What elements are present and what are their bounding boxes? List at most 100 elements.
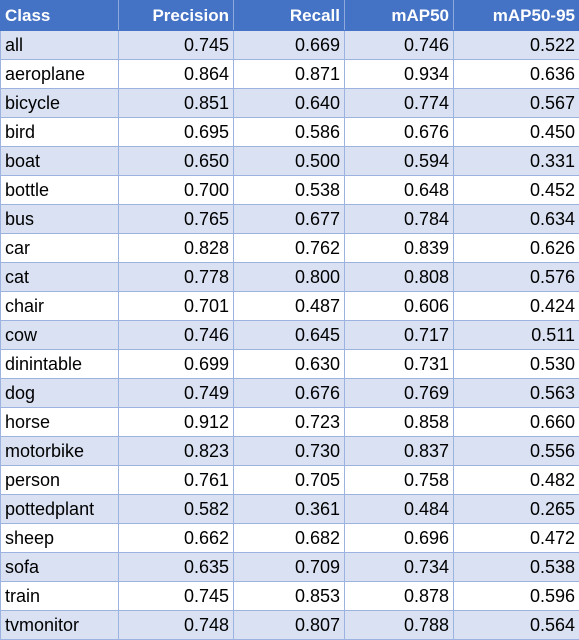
- map50-cell[interactable]: 0.594: [345, 147, 454, 176]
- class-cell[interactable]: person: [1, 466, 119, 495]
- recall-cell[interactable]: 0.676: [234, 379, 345, 408]
- map50-95-cell[interactable]: 0.636: [454, 60, 579, 89]
- precision-cell[interactable]: 0.662: [119, 524, 234, 553]
- recall-cell[interactable]: 0.800: [234, 263, 345, 292]
- map50-95-cell[interactable]: 0.452: [454, 176, 579, 205]
- map50-95-cell[interactable]: 0.265: [454, 495, 579, 524]
- map50-cell[interactable]: 0.837: [345, 437, 454, 466]
- map50-cell[interactable]: 0.769: [345, 379, 454, 408]
- class-cell[interactable]: chair: [1, 292, 119, 321]
- map50-95-cell[interactable]: 0.564: [454, 611, 579, 640]
- class-cell[interactable]: train: [1, 582, 119, 611]
- map50-cell[interactable]: 0.878: [345, 582, 454, 611]
- precision-cell[interactable]: 0.864: [119, 60, 234, 89]
- class-cell[interactable]: bus: [1, 205, 119, 234]
- precision-cell[interactable]: 0.746: [119, 321, 234, 350]
- map50-95-cell[interactable]: 0.567: [454, 89, 579, 118]
- class-cell[interactable]: bicycle: [1, 89, 119, 118]
- class-cell[interactable]: dinintable: [1, 350, 119, 379]
- precision-cell[interactable]: 0.745: [119, 582, 234, 611]
- precision-cell[interactable]: 0.828: [119, 234, 234, 263]
- recall-cell[interactable]: 0.762: [234, 234, 345, 263]
- recall-cell[interactable]: 0.669: [234, 31, 345, 60]
- class-cell[interactable]: sofa: [1, 553, 119, 582]
- recall-cell[interactable]: 0.500: [234, 147, 345, 176]
- map50-cell[interactable]: 0.696: [345, 524, 454, 553]
- precision-cell[interactable]: 0.823: [119, 437, 234, 466]
- header-map50[interactable]: mAP50: [345, 1, 454, 31]
- header-class[interactable]: Class: [1, 1, 119, 31]
- precision-cell[interactable]: 0.650: [119, 147, 234, 176]
- class-cell[interactable]: pottedplant: [1, 495, 119, 524]
- class-cell[interactable]: dog: [1, 379, 119, 408]
- map50-cell[interactable]: 0.717: [345, 321, 454, 350]
- map50-cell[interactable]: 0.934: [345, 60, 454, 89]
- precision-cell[interactable]: 0.582: [119, 495, 234, 524]
- recall-cell[interactable]: 0.487: [234, 292, 345, 321]
- map50-95-cell[interactable]: 0.538: [454, 553, 579, 582]
- map50-cell[interactable]: 0.839: [345, 234, 454, 263]
- class-cell[interactable]: bird: [1, 118, 119, 147]
- class-cell[interactable]: sheep: [1, 524, 119, 553]
- precision-cell[interactable]: 0.701: [119, 292, 234, 321]
- map50-cell[interactable]: 0.746: [345, 31, 454, 60]
- recall-cell[interactable]: 0.677: [234, 205, 345, 234]
- class-cell[interactable]: boat: [1, 147, 119, 176]
- map50-cell[interactable]: 0.774: [345, 89, 454, 118]
- precision-cell[interactable]: 0.699: [119, 350, 234, 379]
- precision-cell[interactable]: 0.695: [119, 118, 234, 147]
- map50-95-cell[interactable]: 0.563: [454, 379, 579, 408]
- recall-cell[interactable]: 0.586: [234, 118, 345, 147]
- class-cell[interactable]: bottle: [1, 176, 119, 205]
- class-cell[interactable]: cat: [1, 263, 119, 292]
- map50-95-cell[interactable]: 0.424: [454, 292, 579, 321]
- map50-95-cell[interactable]: 0.472: [454, 524, 579, 553]
- map50-cell[interactable]: 0.731: [345, 350, 454, 379]
- map50-cell[interactable]: 0.606: [345, 292, 454, 321]
- precision-cell[interactable]: 0.700: [119, 176, 234, 205]
- recall-cell[interactable]: 0.730: [234, 437, 345, 466]
- map50-95-cell[interactable]: 0.450: [454, 118, 579, 147]
- map50-95-cell[interactable]: 0.596: [454, 582, 579, 611]
- header-recall[interactable]: Recall: [234, 1, 345, 31]
- recall-cell[interactable]: 0.853: [234, 582, 345, 611]
- class-cell[interactable]: tvmonitor: [1, 611, 119, 640]
- recall-cell[interactable]: 0.645: [234, 321, 345, 350]
- map50-95-cell[interactable]: 0.482: [454, 466, 579, 495]
- recall-cell[interactable]: 0.630: [234, 350, 345, 379]
- map50-95-cell[interactable]: 0.576: [454, 263, 579, 292]
- recall-cell[interactable]: 0.682: [234, 524, 345, 553]
- map50-cell[interactable]: 0.758: [345, 466, 454, 495]
- map50-95-cell[interactable]: 0.660: [454, 408, 579, 437]
- precision-cell[interactable]: 0.749: [119, 379, 234, 408]
- recall-cell[interactable]: 0.361: [234, 495, 345, 524]
- header-map50-95[interactable]: mAP50-95: [454, 1, 579, 31]
- map50-95-cell[interactable]: 0.511: [454, 321, 579, 350]
- map50-95-cell[interactable]: 0.331: [454, 147, 579, 176]
- precision-cell[interactable]: 0.765: [119, 205, 234, 234]
- map50-cell[interactable]: 0.808: [345, 263, 454, 292]
- precision-cell[interactable]: 0.761: [119, 466, 234, 495]
- recall-cell[interactable]: 0.807: [234, 611, 345, 640]
- map50-cell[interactable]: 0.734: [345, 553, 454, 582]
- map50-cell[interactable]: 0.858: [345, 408, 454, 437]
- recall-cell[interactable]: 0.640: [234, 89, 345, 118]
- recall-cell[interactable]: 0.723: [234, 408, 345, 437]
- map50-cell[interactable]: 0.676: [345, 118, 454, 147]
- precision-cell[interactable]: 0.745: [119, 31, 234, 60]
- class-cell[interactable]: car: [1, 234, 119, 263]
- precision-cell[interactable]: 0.778: [119, 263, 234, 292]
- map50-95-cell[interactable]: 0.556: [454, 437, 579, 466]
- map50-cell[interactable]: 0.484: [345, 495, 454, 524]
- recall-cell[interactable]: 0.705: [234, 466, 345, 495]
- map50-95-cell[interactable]: 0.530: [454, 350, 579, 379]
- class-cell[interactable]: motorbike: [1, 437, 119, 466]
- class-cell[interactable]: aeroplane: [1, 60, 119, 89]
- map50-cell[interactable]: 0.784: [345, 205, 454, 234]
- precision-cell[interactable]: 0.748: [119, 611, 234, 640]
- map50-95-cell[interactable]: 0.522: [454, 31, 579, 60]
- header-precision[interactable]: Precision: [119, 1, 234, 31]
- class-cell[interactable]: all: [1, 31, 119, 60]
- precision-cell[interactable]: 0.635: [119, 553, 234, 582]
- precision-cell[interactable]: 0.912: [119, 408, 234, 437]
